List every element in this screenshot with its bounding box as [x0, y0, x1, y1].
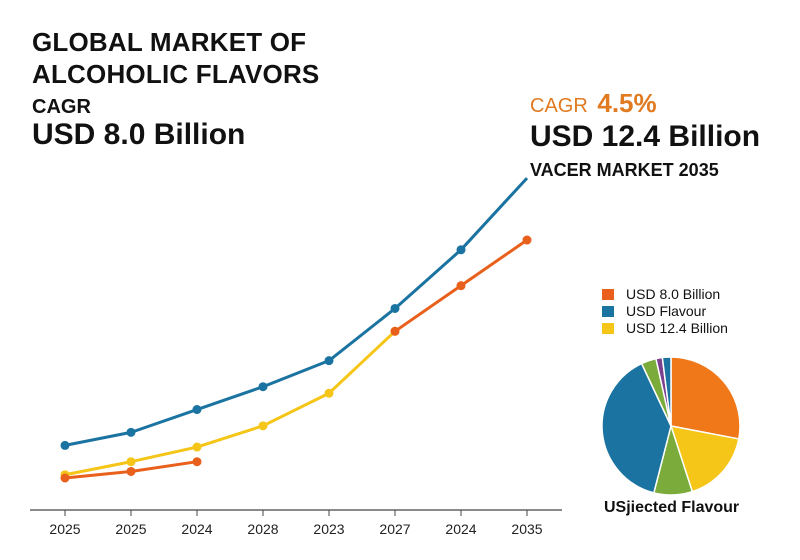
pie-slice: [661, 356, 672, 427]
data-point: [126, 457, 136, 467]
data-point: [60, 473, 70, 483]
data-point: [324, 388, 334, 398]
pie-chart-label: USjiected Flavour: [604, 499, 740, 516]
legend-label: USD 12.4 Billion: [626, 320, 728, 336]
series-line: [64, 177, 529, 447]
data-point: [390, 326, 400, 336]
legend-item: USD 8.0 Billion: [602, 286, 728, 303]
data-point: [192, 442, 202, 452]
start-value: USD 8.0 Billion: [32, 118, 246, 151]
cagr-callout-label: CAGR: [530, 95, 588, 117]
x-tick-label: 2035: [511, 521, 542, 537]
cagr-callout-value: 4.5%: [597, 88, 657, 118]
legend-swatch: [602, 323, 614, 334]
x-tick-label: 2025: [49, 521, 80, 537]
legend-label: USD 8.0 Billion: [626, 286, 721, 302]
x-tick-label: 2024: [181, 521, 212, 537]
data-point: [258, 421, 268, 431]
series-line: [64, 330, 397, 477]
x-tick-label: 2027: [379, 521, 410, 537]
legend-item: USD Flavour: [602, 303, 728, 320]
title-line-1: GLOBAL MARKET OF: [32, 27, 307, 57]
data-point: [258, 382, 268, 392]
end-value: USD 12.4 Billion: [530, 120, 761, 153]
x-tick-label: 2023: [313, 521, 344, 537]
legend-swatch: [602, 289, 614, 300]
data-point: [456, 245, 466, 255]
cagr-callout: CAGR 4.5%: [530, 88, 657, 119]
pie-slice: [669, 425, 740, 493]
data-point: [60, 440, 70, 450]
data-point: [126, 427, 136, 437]
legend-item: USD 12.4 Billion: [602, 320, 728, 337]
pie-slice: [670, 356, 741, 440]
pie-chart: [601, 356, 741, 496]
data-point: [456, 281, 466, 291]
data-point: [192, 405, 202, 415]
data-point: [324, 356, 334, 366]
start-cagr-label: CAGR: [32, 96, 91, 118]
legend: USD 8.0 Billion USD Flavour USD 12.4 Bil…: [602, 286, 728, 337]
legend-swatch: [602, 306, 614, 317]
data-point: [192, 457, 202, 467]
data-point: [126, 466, 136, 476]
title-line-2: ALCOHOLIC FLAVORS: [32, 59, 320, 89]
x-tick-label: 2024: [445, 521, 476, 537]
data-point: [522, 235, 532, 245]
chart-title: GLOBAL MARKET OF ALCOHOLIC FLAVORS: [32, 26, 372, 90]
market-label: VACER MARKET 2035: [530, 160, 719, 180]
x-tick-label: 2028: [247, 521, 278, 537]
x-tick-label: 2025: [115, 521, 146, 537]
legend-label: USD Flavour: [626, 303, 707, 319]
data-point: [390, 303, 400, 313]
pie-slice: [601, 362, 672, 494]
